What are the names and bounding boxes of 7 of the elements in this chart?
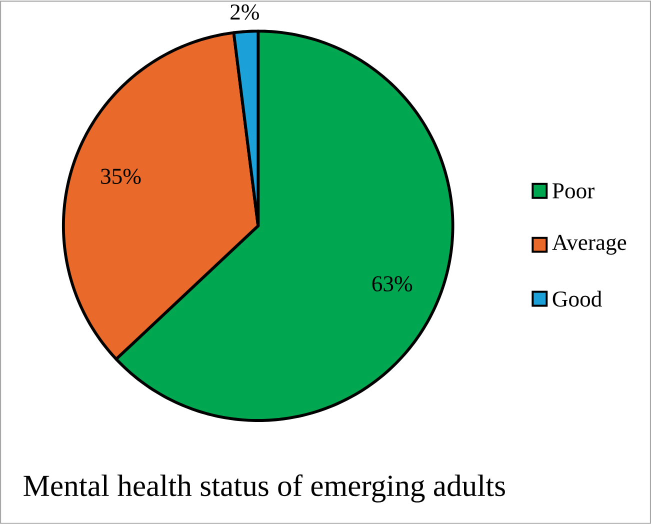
data-label: 63%: [372, 276, 412, 292]
legend-label: Poor: [552, 183, 594, 198]
data-label: 2%: [230, 4, 259, 20]
data-label: 35%: [101, 168, 141, 184]
legend-label: Average: [552, 234, 626, 255]
text: Mental health status of emerging adults: [24, 474, 505, 503]
legend-label: Good: [552, 290, 602, 307]
